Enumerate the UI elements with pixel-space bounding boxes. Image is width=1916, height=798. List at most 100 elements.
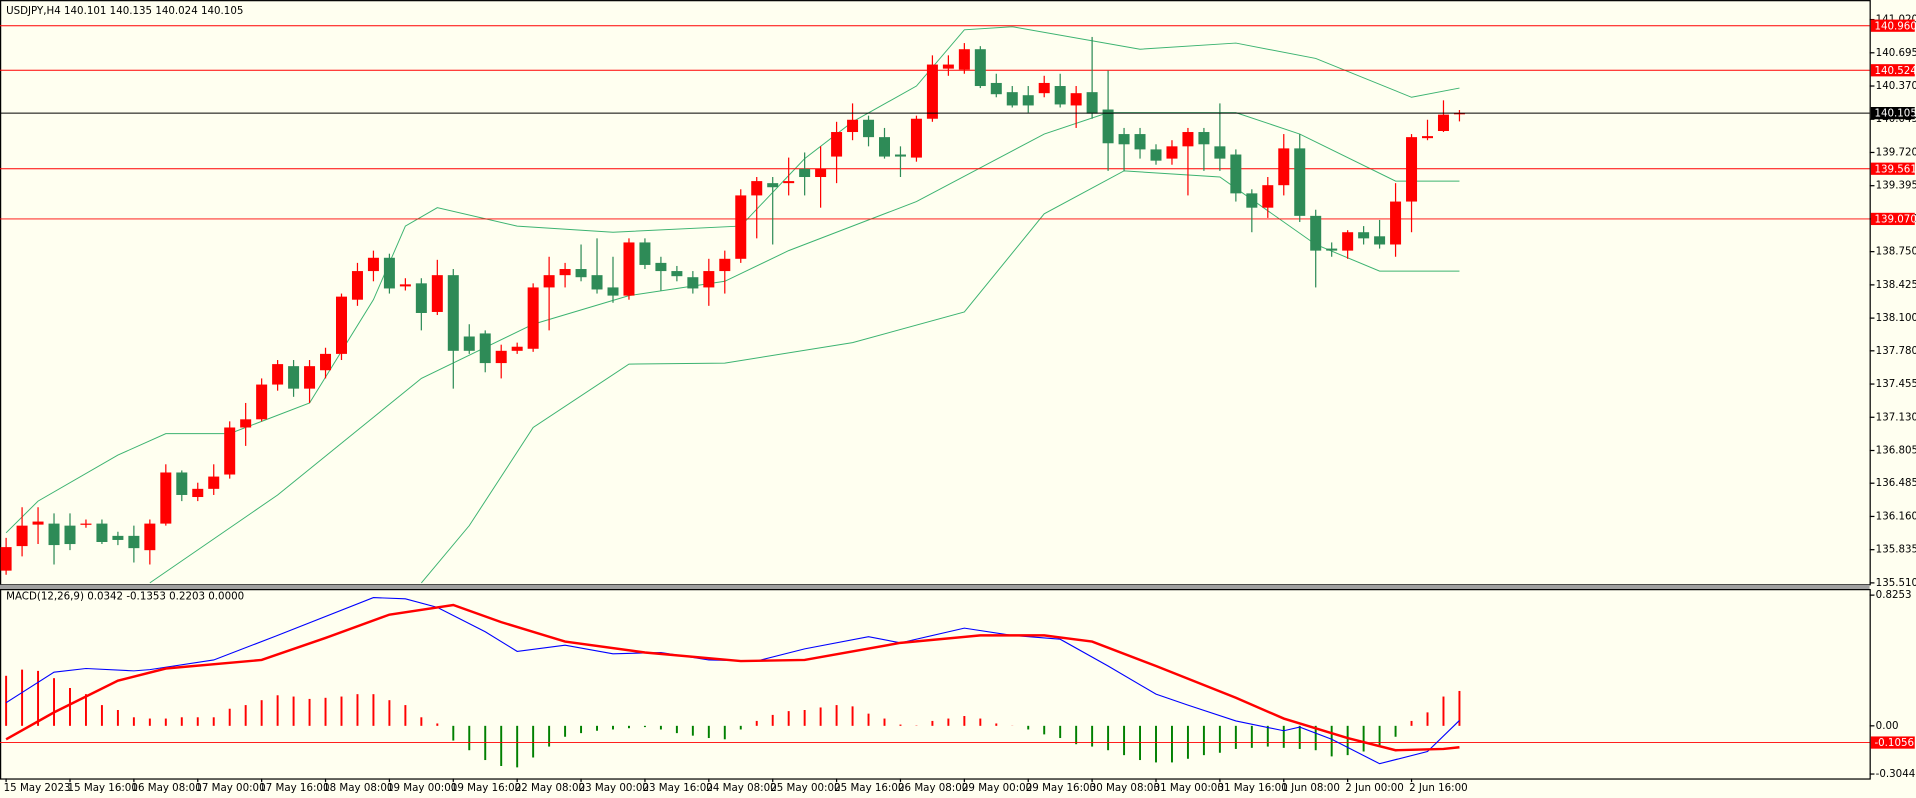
level-label: -0.1056 (1874, 737, 1914, 749)
candle-body (1342, 232, 1354, 251)
candle-body (831, 132, 843, 157)
x-tick-label: 15 May 2023 (4, 782, 71, 794)
candle-body (96, 523, 108, 543)
candle-body (128, 535, 140, 549)
y-tick-label: 138.425 (1876, 279, 1916, 291)
y-tick-label: 0.8253 (1876, 589, 1912, 601)
candle-body (48, 523, 60, 546)
y-tick-label: 137.455 (1876, 378, 1916, 390)
y-tick-label: 136.805 (1876, 444, 1916, 456)
x-tick-label: 19 May 16:00 (451, 782, 521, 794)
candle-body (767, 183, 779, 188)
candle-body (719, 258, 731, 272)
level-label: 140.960 (1874, 20, 1916, 32)
candle-body (80, 523, 92, 525)
x-tick-label: 25 May 00:00 (770, 782, 840, 794)
candle-body (415, 283, 427, 313)
candle-body (942, 64, 954, 69)
candle-body (335, 296, 347, 354)
x-tick-label: 23 May 00:00 (579, 782, 649, 794)
y-tick-label: 138.100 (1876, 312, 1916, 324)
candle-body (543, 275, 555, 288)
candle-body (847, 119, 859, 133)
y-tick-label: 135.835 (1876, 544, 1916, 556)
y-tick-label: 140.695 (1876, 47, 1916, 59)
level-label-box (1870, 736, 1915, 749)
candle-body (559, 269, 571, 276)
candle-body (815, 168, 827, 178)
candle-body (639, 242, 651, 265)
candle-body (1070, 93, 1082, 106)
x-tick-label: 15 May 16:00 (68, 782, 138, 794)
candle-body (799, 168, 811, 178)
candle-body (176, 472, 188, 495)
candle-body (320, 353, 332, 371)
main-plot (0, 25, 1870, 584)
candle-body (160, 472, 172, 524)
x-tick-label: 1 Jun 08:00 (1281, 782, 1340, 794)
candle-body (958, 49, 970, 70)
macd-title: MACD(12,26,9) 0.0342 -0.1353 0.2203 0.00… (6, 590, 244, 602)
candle-body (112, 535, 124, 540)
candle-body (1182, 132, 1194, 147)
level-label: 139.070 (1874, 214, 1916, 226)
candle-body (751, 181, 763, 196)
bollinger-band (149, 112, 1460, 584)
level-label-box (1870, 162, 1915, 175)
candle-body (192, 488, 204, 498)
candle-body (367, 257, 379, 272)
x-tick-label: 31 May 16:00 (1217, 782, 1287, 794)
candle-body (591, 275, 603, 290)
candle-body (894, 154, 906, 157)
candle-body (1437, 114, 1449, 132)
candle-body (447, 275, 459, 351)
candle-body (240, 419, 252, 428)
x-tick-label: 2 Jun 00:00 (1345, 782, 1404, 794)
candle-body (144, 523, 156, 551)
y-tick-label: 136.485 (1876, 477, 1916, 489)
candle-body (495, 350, 507, 364)
macd-panel-frame (0, 589, 1871, 780)
y-tick-label: 139.720 (1876, 146, 1916, 158)
candle-body (1198, 132, 1210, 145)
candle-body (511, 346, 523, 351)
candle-body (1326, 248, 1338, 251)
symbol: USDJPY,H4 (6, 5, 61, 17)
candle-body (527, 287, 539, 349)
last-high: 140.135 (110, 5, 152, 17)
candle-body (272, 364, 284, 385)
candle-body (671, 271, 683, 277)
y-tick-label: 0.00 (1876, 720, 1899, 732)
x-tick-label: 29 May 16:00 (1026, 782, 1096, 794)
y-tick-label: -0.3044 (1876, 768, 1916, 780)
y-tick-label: 137.130 (1876, 411, 1916, 423)
candle-body (863, 119, 875, 138)
candle-body (879, 137, 890, 157)
candle-body (1246, 193, 1258, 208)
candle-body (224, 427, 236, 475)
candle-body (1294, 148, 1306, 216)
candle-body (479, 333, 491, 364)
candle-body (1358, 232, 1370, 239)
y-tick-label: 136.160 (1876, 510, 1916, 522)
candle-body (32, 521, 44, 525)
level-label-box (1870, 19, 1915, 32)
candle-body (607, 287, 619, 296)
level-label: 140.524 (1874, 65, 1916, 77)
y-tick-label: 138.750 (1876, 246, 1916, 258)
axes: 141.020140.695140.370140.045139.720139.3… (4, 14, 1916, 795)
x-tick-label: 16 May 08:00 (131, 782, 201, 794)
candle-body (0, 547, 12, 571)
candle-body (208, 476, 220, 489)
candle-body (1134, 134, 1146, 150)
candle-body (623, 242, 635, 296)
x-tick-label: 31 May 00:00 (1154, 782, 1224, 794)
x-tick-label: 25 May 16:00 (834, 782, 904, 794)
candle-body (926, 64, 938, 119)
x-tick-label: 29 May 00:00 (962, 782, 1032, 794)
x-tick-label: 17 May 00:00 (195, 782, 265, 794)
candle-body (1038, 82, 1050, 94)
last-close: 140.105 (201, 5, 243, 17)
candle-body (1406, 137, 1418, 202)
